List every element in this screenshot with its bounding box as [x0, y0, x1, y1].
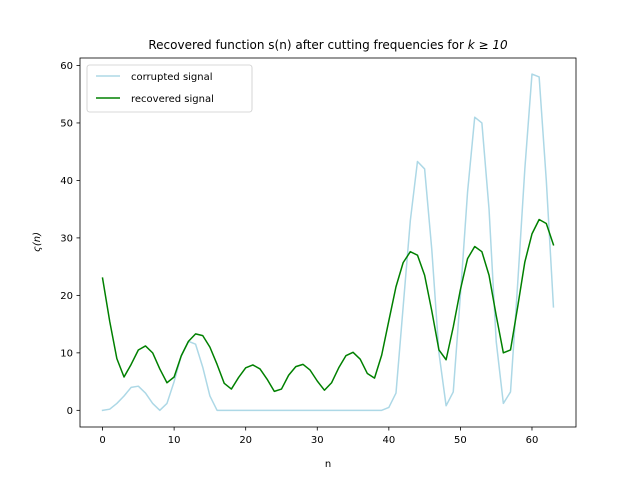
y-tick-label-0: 0	[67, 406, 73, 417]
y-tick-label-20: 20	[60, 291, 73, 302]
y-tick-label-60: 60	[60, 61, 73, 72]
plot-area: 0 10 20 30 40 50 60 0 10 20 30 40 50 60	[60, 57, 577, 446]
legend-label-0: corrupted signal	[131, 72, 213, 83]
series-line-1	[101, 218, 555, 393]
x-tick-label-20: 20	[239, 435, 252, 446]
chart-title: Recovered function s(n) after cutting fr…	[148, 38, 508, 52]
x-tick-label-60: 60	[526, 435, 539, 446]
x-axis-label: n	[325, 459, 331, 470]
y-tick-label-30: 30	[60, 233, 73, 244]
y-tick-label-10: 10	[60, 348, 73, 359]
x-tick-label-50: 50	[454, 435, 467, 446]
y-tick-label-50: 50	[60, 118, 73, 129]
x-tick-label-10: 10	[168, 435, 181, 446]
y-axis-label: ς(n)	[32, 232, 43, 252]
x-tick-label-30: 30	[311, 435, 324, 446]
x-tick-label-40: 40	[382, 435, 395, 446]
axes-frame	[79, 57, 577, 428]
legend-label-1: recovered signal	[131, 94, 214, 105]
legend-box	[86, 64, 253, 113]
y-tick-label-40: 40	[60, 176, 73, 187]
legend: corrupted signal recovered signal	[86, 64, 253, 113]
x-tick-label-0: 0	[99, 435, 105, 446]
